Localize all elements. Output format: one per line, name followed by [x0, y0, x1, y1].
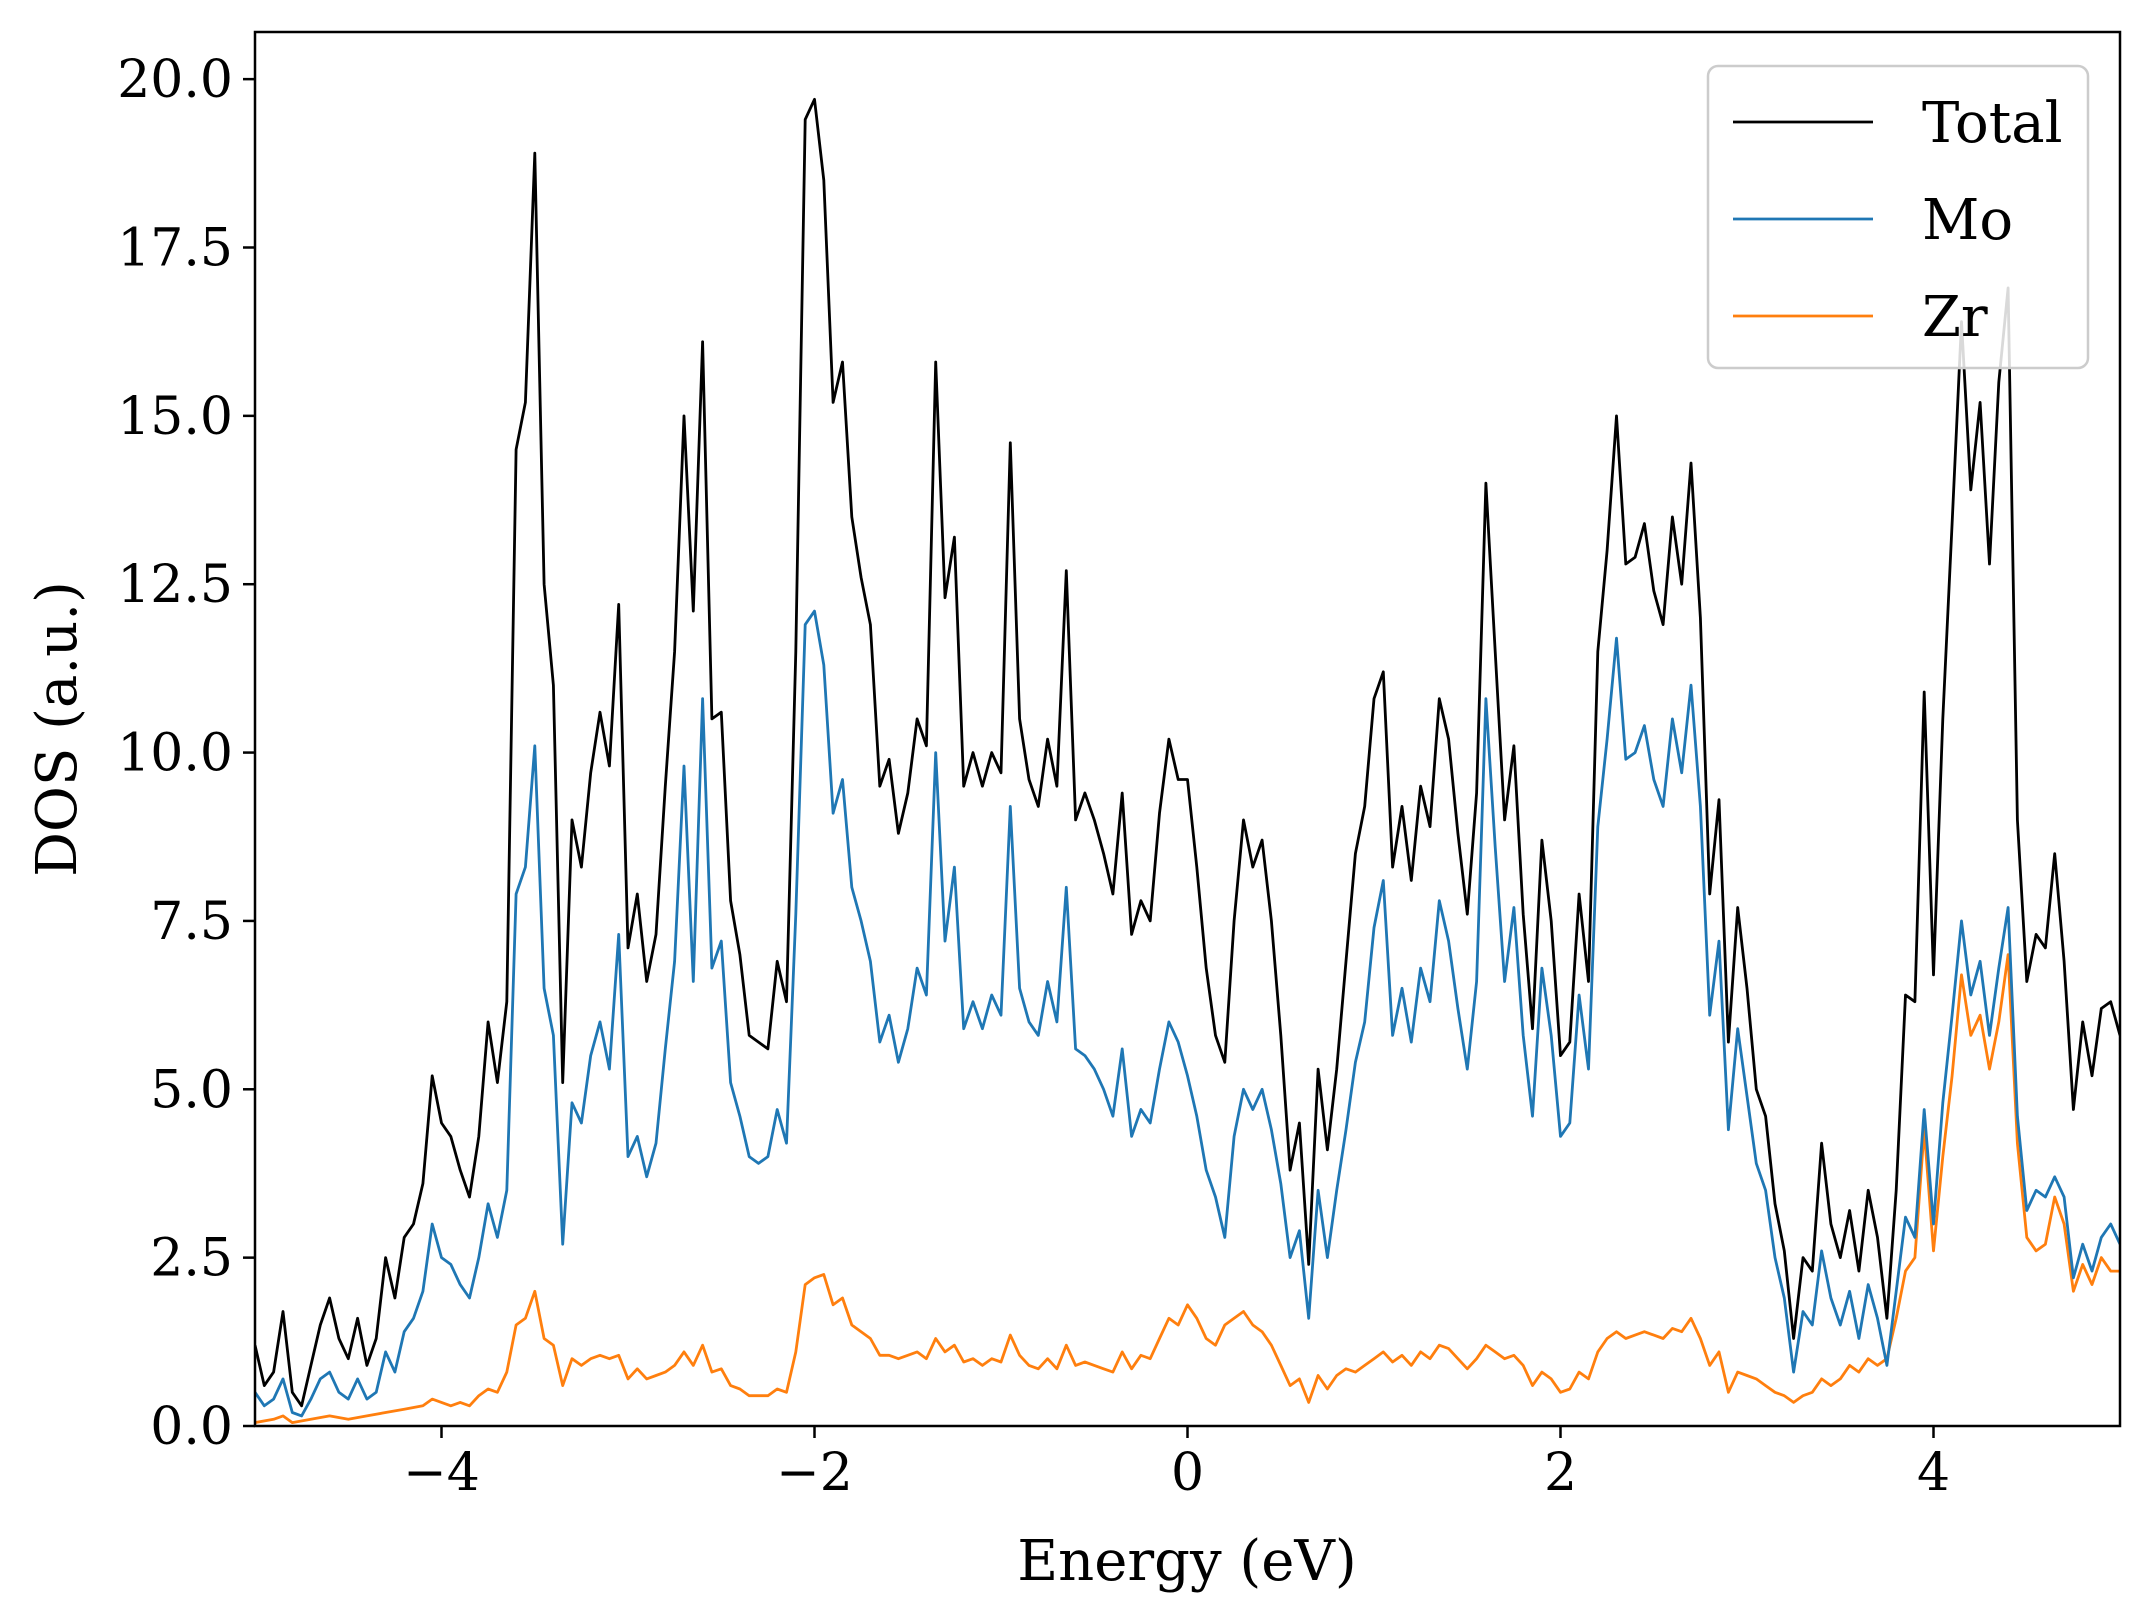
- series-layer: [255, 97, 2120, 1424]
- y-tick-label: 15.0: [117, 387, 233, 447]
- y-tick-label: 20.0: [117, 50, 233, 110]
- legend-label-zr: Zr: [1922, 285, 1988, 350]
- series-line-zr: [255, 953, 2120, 1424]
- legend-box: [1706, 64, 2090, 370]
- y-tick-label: 10.0: [117, 724, 233, 784]
- y-axis: 0.0 2.5 5.0 7.5 10.0 12.5 15.0 17.5 20.0: [117, 50, 255, 1457]
- series-line-mo: [255, 609, 2120, 1418]
- x-tick-label: 2: [1544, 1443, 1577, 1503]
- x-tick-label: −2: [776, 1443, 853, 1503]
- series-line-total: [255, 97, 2120, 1408]
- y-tick-label: 2.5: [150, 1229, 233, 1289]
- legend-label-mo: Mo: [1922, 188, 2013, 253]
- x-axis-label: Energy (eV): [1017, 1529, 1356, 1594]
- y-axis-label: DOS (a.u.): [25, 581, 90, 877]
- legend: Total Mo Zr: [1706, 64, 2090, 370]
- y-tick-label: 12.5: [117, 555, 233, 615]
- x-tick-label: −4: [403, 1443, 480, 1503]
- legend-label-total: Total: [1922, 91, 2063, 156]
- y-tick-label: 5.0: [150, 1060, 233, 1120]
- y-tick-label: 7.5: [150, 892, 233, 952]
- x-tick-label: 0: [1171, 1443, 1204, 1503]
- x-tick-label: 4: [1917, 1443, 1950, 1503]
- y-tick-label: 17.5: [117, 218, 233, 278]
- x-axis: −4 −2 0 2 4: [403, 1426, 1950, 1503]
- y-tick-label: 0.0: [150, 1397, 233, 1457]
